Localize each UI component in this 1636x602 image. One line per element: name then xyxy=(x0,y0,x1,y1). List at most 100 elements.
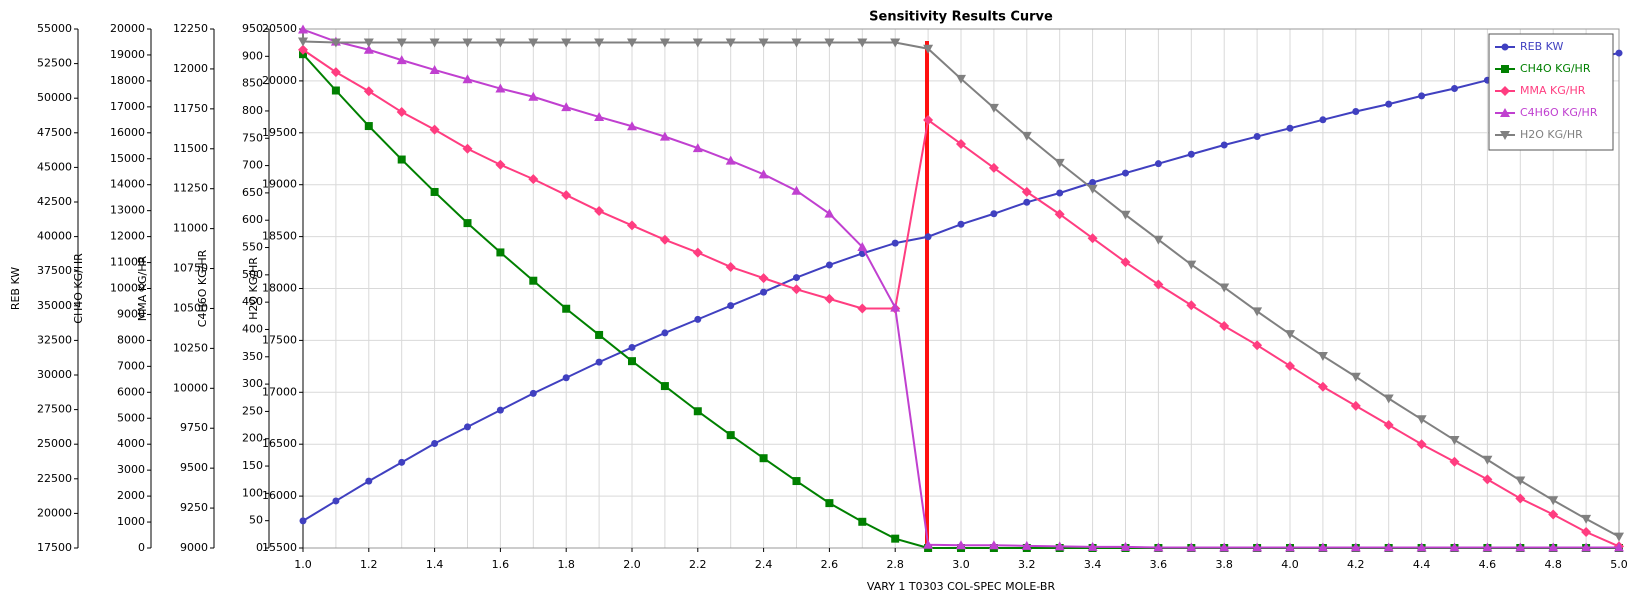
marker xyxy=(595,330,604,339)
marker xyxy=(1122,169,1129,177)
marker xyxy=(1383,542,1394,552)
y-tick-label: 47500 xyxy=(37,126,72,139)
y-axis-label: MMA KG/HR xyxy=(136,255,149,321)
y-tick-label: 18500 xyxy=(262,230,297,243)
y-tick-label: 200 xyxy=(242,432,263,445)
marker xyxy=(1253,133,1261,141)
marker xyxy=(1021,540,1032,550)
y-tick-label: 10250 xyxy=(173,341,208,354)
marker xyxy=(1252,307,1263,317)
y-tick-label: 12000 xyxy=(173,62,208,75)
y-tick-label: 13000 xyxy=(110,204,145,217)
marker xyxy=(1548,509,1559,520)
marker xyxy=(429,38,440,48)
marker xyxy=(1087,541,1098,551)
x-tick-label: 1.2 xyxy=(360,558,378,571)
y-tick-label: 0 xyxy=(138,541,145,554)
marker xyxy=(594,111,605,121)
y-tick-label: 17000 xyxy=(110,100,145,113)
y-tick-label: 1000 xyxy=(117,515,145,528)
marker xyxy=(298,37,308,47)
y-tick-label: 19000 xyxy=(110,48,145,61)
marker xyxy=(561,38,572,48)
x-tick-label: 4.2 xyxy=(1347,558,1365,571)
marker xyxy=(429,64,440,74)
marker xyxy=(1087,233,1098,244)
marker xyxy=(595,358,603,366)
marker xyxy=(562,304,571,313)
marker xyxy=(923,44,934,54)
marker xyxy=(1515,476,1526,486)
y-tick-label: 4000 xyxy=(117,437,145,450)
marker xyxy=(628,343,636,351)
marker xyxy=(1285,542,1295,552)
legend-marker xyxy=(1500,131,1510,140)
marker xyxy=(1054,209,1065,220)
y-tick-label: 16500 xyxy=(262,437,297,450)
y-tick-label: 350 xyxy=(242,350,263,363)
marker xyxy=(1385,100,1393,108)
marker xyxy=(660,382,669,391)
marker xyxy=(824,208,835,218)
marker xyxy=(988,540,999,550)
y-tick-label: 11250 xyxy=(173,182,208,195)
y-tick-label: 16000 xyxy=(110,126,145,139)
marker xyxy=(397,155,406,164)
marker xyxy=(1482,474,1493,485)
marker xyxy=(529,389,537,397)
marker xyxy=(924,233,932,241)
marker xyxy=(1383,394,1394,404)
marker xyxy=(990,210,998,218)
marker xyxy=(725,38,736,48)
y-axis-label: H2O KG/HR xyxy=(247,257,260,320)
marker xyxy=(692,38,703,48)
marker xyxy=(628,357,636,366)
marker xyxy=(1219,283,1230,293)
y-tick-label: 700 xyxy=(242,159,263,172)
marker xyxy=(923,115,934,126)
marker xyxy=(463,219,472,228)
marker xyxy=(1154,160,1162,168)
marker xyxy=(365,477,373,485)
x-tick-label: 1.4 xyxy=(426,558,444,571)
y-tick-label: 5000 xyxy=(117,411,145,424)
y-tick-label: 19500 xyxy=(262,126,297,139)
marker xyxy=(1252,340,1263,351)
y-tick-label: 27500 xyxy=(37,403,72,416)
marker xyxy=(462,38,473,48)
y-tick-label: 950 xyxy=(242,22,263,35)
marker xyxy=(1416,439,1427,450)
marker xyxy=(857,38,868,48)
marker xyxy=(396,107,407,118)
y-tick-label: 9500 xyxy=(180,461,208,474)
marker xyxy=(1350,372,1361,382)
marker xyxy=(396,38,407,48)
legend-label: C4H6O KG/HR xyxy=(1520,106,1598,119)
marker xyxy=(562,374,570,382)
marker xyxy=(659,234,670,245)
legend-label: CH4O KG/HR xyxy=(1520,62,1591,75)
marker xyxy=(890,302,901,312)
y-tick-label: 10000 xyxy=(110,282,145,295)
marker xyxy=(363,44,374,54)
marker xyxy=(364,122,373,131)
marker xyxy=(1219,321,1230,332)
y-tick-label: 22500 xyxy=(37,472,72,485)
chart-title: Sensitivity Results Curve xyxy=(869,10,1053,25)
y-tick-label: 42500 xyxy=(37,195,72,208)
marker xyxy=(956,138,966,149)
marker xyxy=(332,497,340,505)
marker xyxy=(1120,257,1131,268)
x-tick-label: 4.6 xyxy=(1479,558,1497,571)
marker xyxy=(1285,330,1295,340)
marker xyxy=(825,499,834,508)
x-axis-label: VARY 1 T0303 COL-SPEC MOLE-BR xyxy=(867,580,1056,593)
marker xyxy=(791,284,802,295)
marker xyxy=(1449,542,1460,552)
marker xyxy=(1615,49,1623,57)
marker xyxy=(528,174,539,185)
y-tick-label: 16000 xyxy=(262,489,297,502)
marker xyxy=(431,440,439,448)
marker xyxy=(627,220,637,231)
marker xyxy=(1548,542,1559,552)
